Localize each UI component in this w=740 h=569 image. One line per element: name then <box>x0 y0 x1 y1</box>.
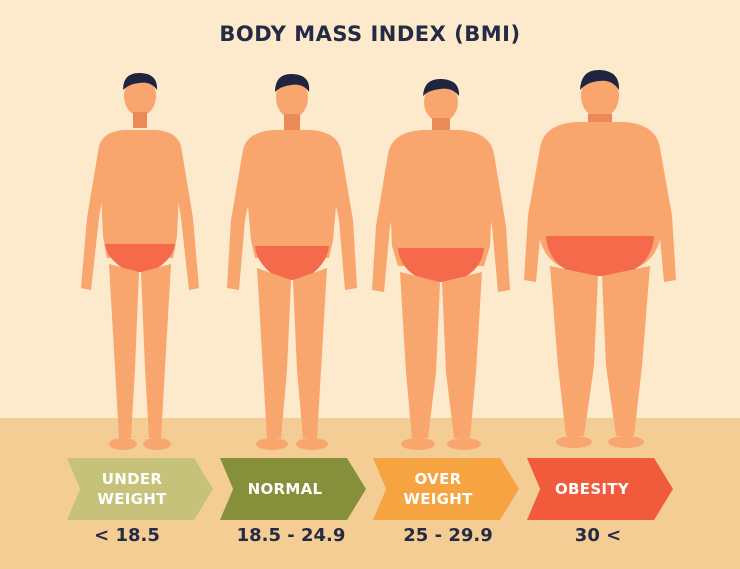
category-ribbon-obesity: OBESITY <box>527 458 673 520</box>
figure-obesity <box>524 69 676 448</box>
ribbon-label-line1: UNDER <box>101 470 163 488</box>
figure-overweight <box>372 78 510 450</box>
figure-underweight <box>81 72 199 450</box>
bmi-range-overweight: 25 - 29.9 <box>403 525 493 546</box>
figure-normal <box>227 73 357 450</box>
category-ribbon-overweight: OVER WEIGHT <box>373 458 519 520</box>
bmi-range-underweight: < 18.5 <box>94 525 160 546</box>
category-ribbon-underweight: UNDER WEIGHT <box>67 458 213 520</box>
bmi-range-obesity: 30 < <box>574 525 622 546</box>
ribbon-label-line1: NORMAL <box>247 480 323 498</box>
ribbon-label-line2: WEIGHT <box>97 490 167 508</box>
ribbon-label-line2: WEIGHT <box>403 490 473 508</box>
page-title: BODY MASS INDEX (BMI) <box>219 22 521 46</box>
ribbon-label-line1: OBESITY <box>554 480 629 498</box>
category-ribbon-normal: NORMAL <box>220 458 366 520</box>
bmi-range-normal: 18.5 - 24.9 <box>236 525 346 546</box>
ribbon-label-line1: OVER <box>414 470 462 488</box>
